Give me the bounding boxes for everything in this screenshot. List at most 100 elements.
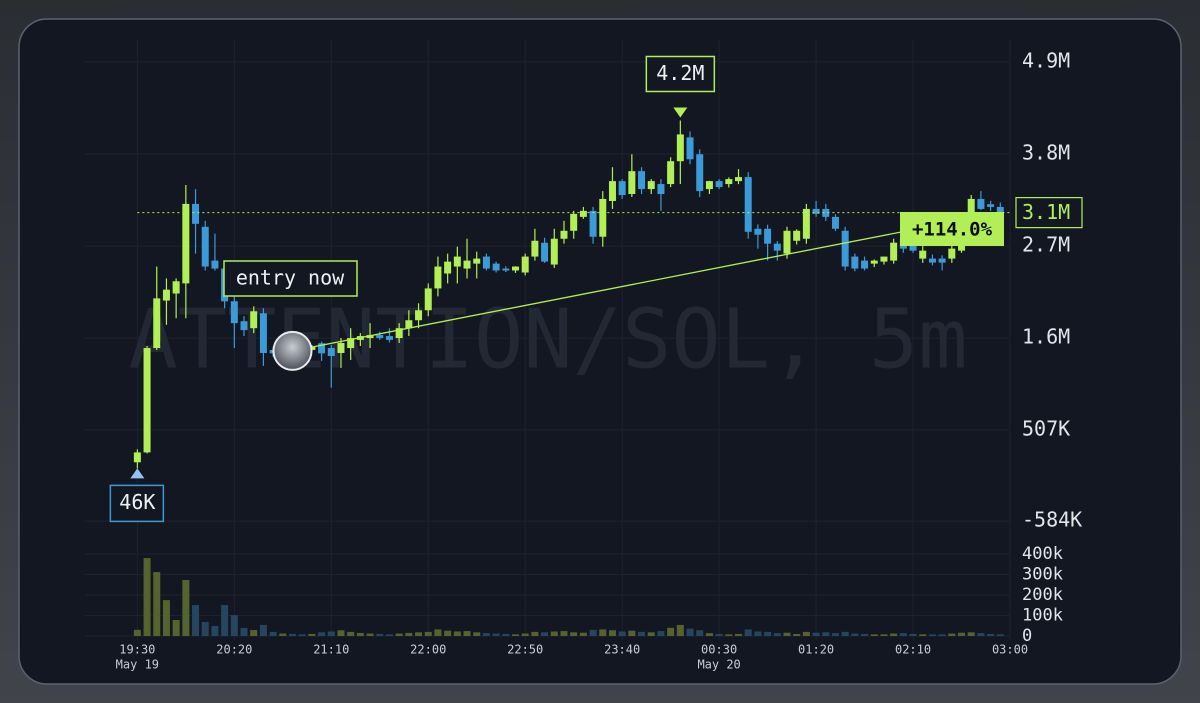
volume-bar [463,631,471,636]
candle-body [240,321,248,331]
volume-bar [434,629,442,636]
candle-body [453,256,461,267]
candle-body [250,311,258,329]
volume-bar [793,633,801,636]
candle-body [744,177,752,232]
volume-bar [560,631,568,636]
volume-bar [676,624,684,636]
volume-bar [861,633,869,636]
candle-body [327,348,335,356]
volume-bar [715,633,723,636]
volume-bar [725,634,733,636]
x-tick-label: 00:30 [701,643,737,657]
volume-bar [279,633,287,636]
volume-bar [269,631,277,636]
volume-bar [773,633,781,636]
volume-bar [250,630,258,636]
candle-body [192,203,200,224]
watermark: ATTENTION/SOL, 5m [128,292,967,387]
volume-bar [347,631,355,636]
volume-bar [259,624,267,636]
candle-body [162,289,170,301]
volume-tick-label: 200k [1022,585,1063,605]
volume-bar [541,632,549,636]
candle-body [919,250,927,259]
y-tick-label: 1.6M [1022,325,1070,349]
candle-body [502,268,510,271]
volume-bar [705,633,713,636]
panel [18,18,1182,685]
volume-bar [909,633,917,636]
change-label: +114.0% [912,219,993,241]
candle-body [133,452,141,463]
volume-bar [919,634,927,636]
candle-body [259,313,267,353]
y-tick-label: 4.9M [1022,48,1070,72]
y-tick-label: 2.7M [1022,233,1070,257]
low-label: 46K [119,490,155,514]
candle-body [618,181,626,196]
entry-box [223,260,358,297]
candle-body [434,266,442,289]
volume-bar [211,625,219,636]
x-tick-label: 22:00 [410,643,446,657]
candle-body [851,256,859,269]
candle-body [696,154,704,192]
volume-bar [473,632,481,636]
volume-tick-label: 300k [1022,565,1063,585]
candle-body [424,288,432,311]
volume-bar [230,615,238,636]
candle-body [385,336,393,340]
x-tick-label: 01:20 [798,643,834,657]
candle-body [657,184,665,195]
x-tick-label: 22:50 [507,643,543,657]
plot: 4.9M 3.8M 2.7M 1.6M 507K -584K 400k300k200k100… [109,48,1083,672]
candle-body [802,208,810,239]
candle-body [725,179,733,185]
candle-body [628,171,636,195]
candle-body [405,320,413,329]
volume-bar [928,634,936,636]
volume-bar [385,634,393,636]
candle-body [686,137,694,160]
volume-bar [812,632,820,636]
candle-body [395,328,403,339]
volume-bar [599,629,607,636]
volume-bar [162,600,170,636]
volume-bar [783,632,791,636]
grid [85,40,1011,640]
candle-body [570,213,578,231]
candle-body [482,256,490,269]
volume-bar [376,633,384,636]
candle-body [647,181,655,190]
volume-bar [841,631,849,636]
volume-bar [764,631,772,636]
entry-line [292,211,1001,352]
candle-body [599,198,607,237]
volume-bar [192,605,200,636]
candle-body [347,338,355,349]
volume-bar [288,633,296,636]
candle-body [841,230,849,267]
candle-body [938,258,946,263]
volume-bar [754,631,762,636]
volume-bar [143,558,151,636]
volume-bar [831,633,839,636]
volume-bar [182,580,190,636]
x-tick-label: 19:30 [119,643,155,657]
volume-bar [356,632,364,636]
candle-body [676,134,684,162]
volume-bar [298,634,306,636]
volume-bar [153,572,161,636]
candle-body [638,171,646,190]
candle-body [773,243,781,251]
x-date-label: May 19 [116,658,159,672]
entry-label: entry now [236,266,345,290]
volume-bar [870,634,878,636]
last-price-box [1015,197,1083,229]
candle-body [608,181,616,201]
x-tick-label: 20:20 [216,643,252,657]
candle-body [861,260,869,269]
candle-body [667,161,675,185]
